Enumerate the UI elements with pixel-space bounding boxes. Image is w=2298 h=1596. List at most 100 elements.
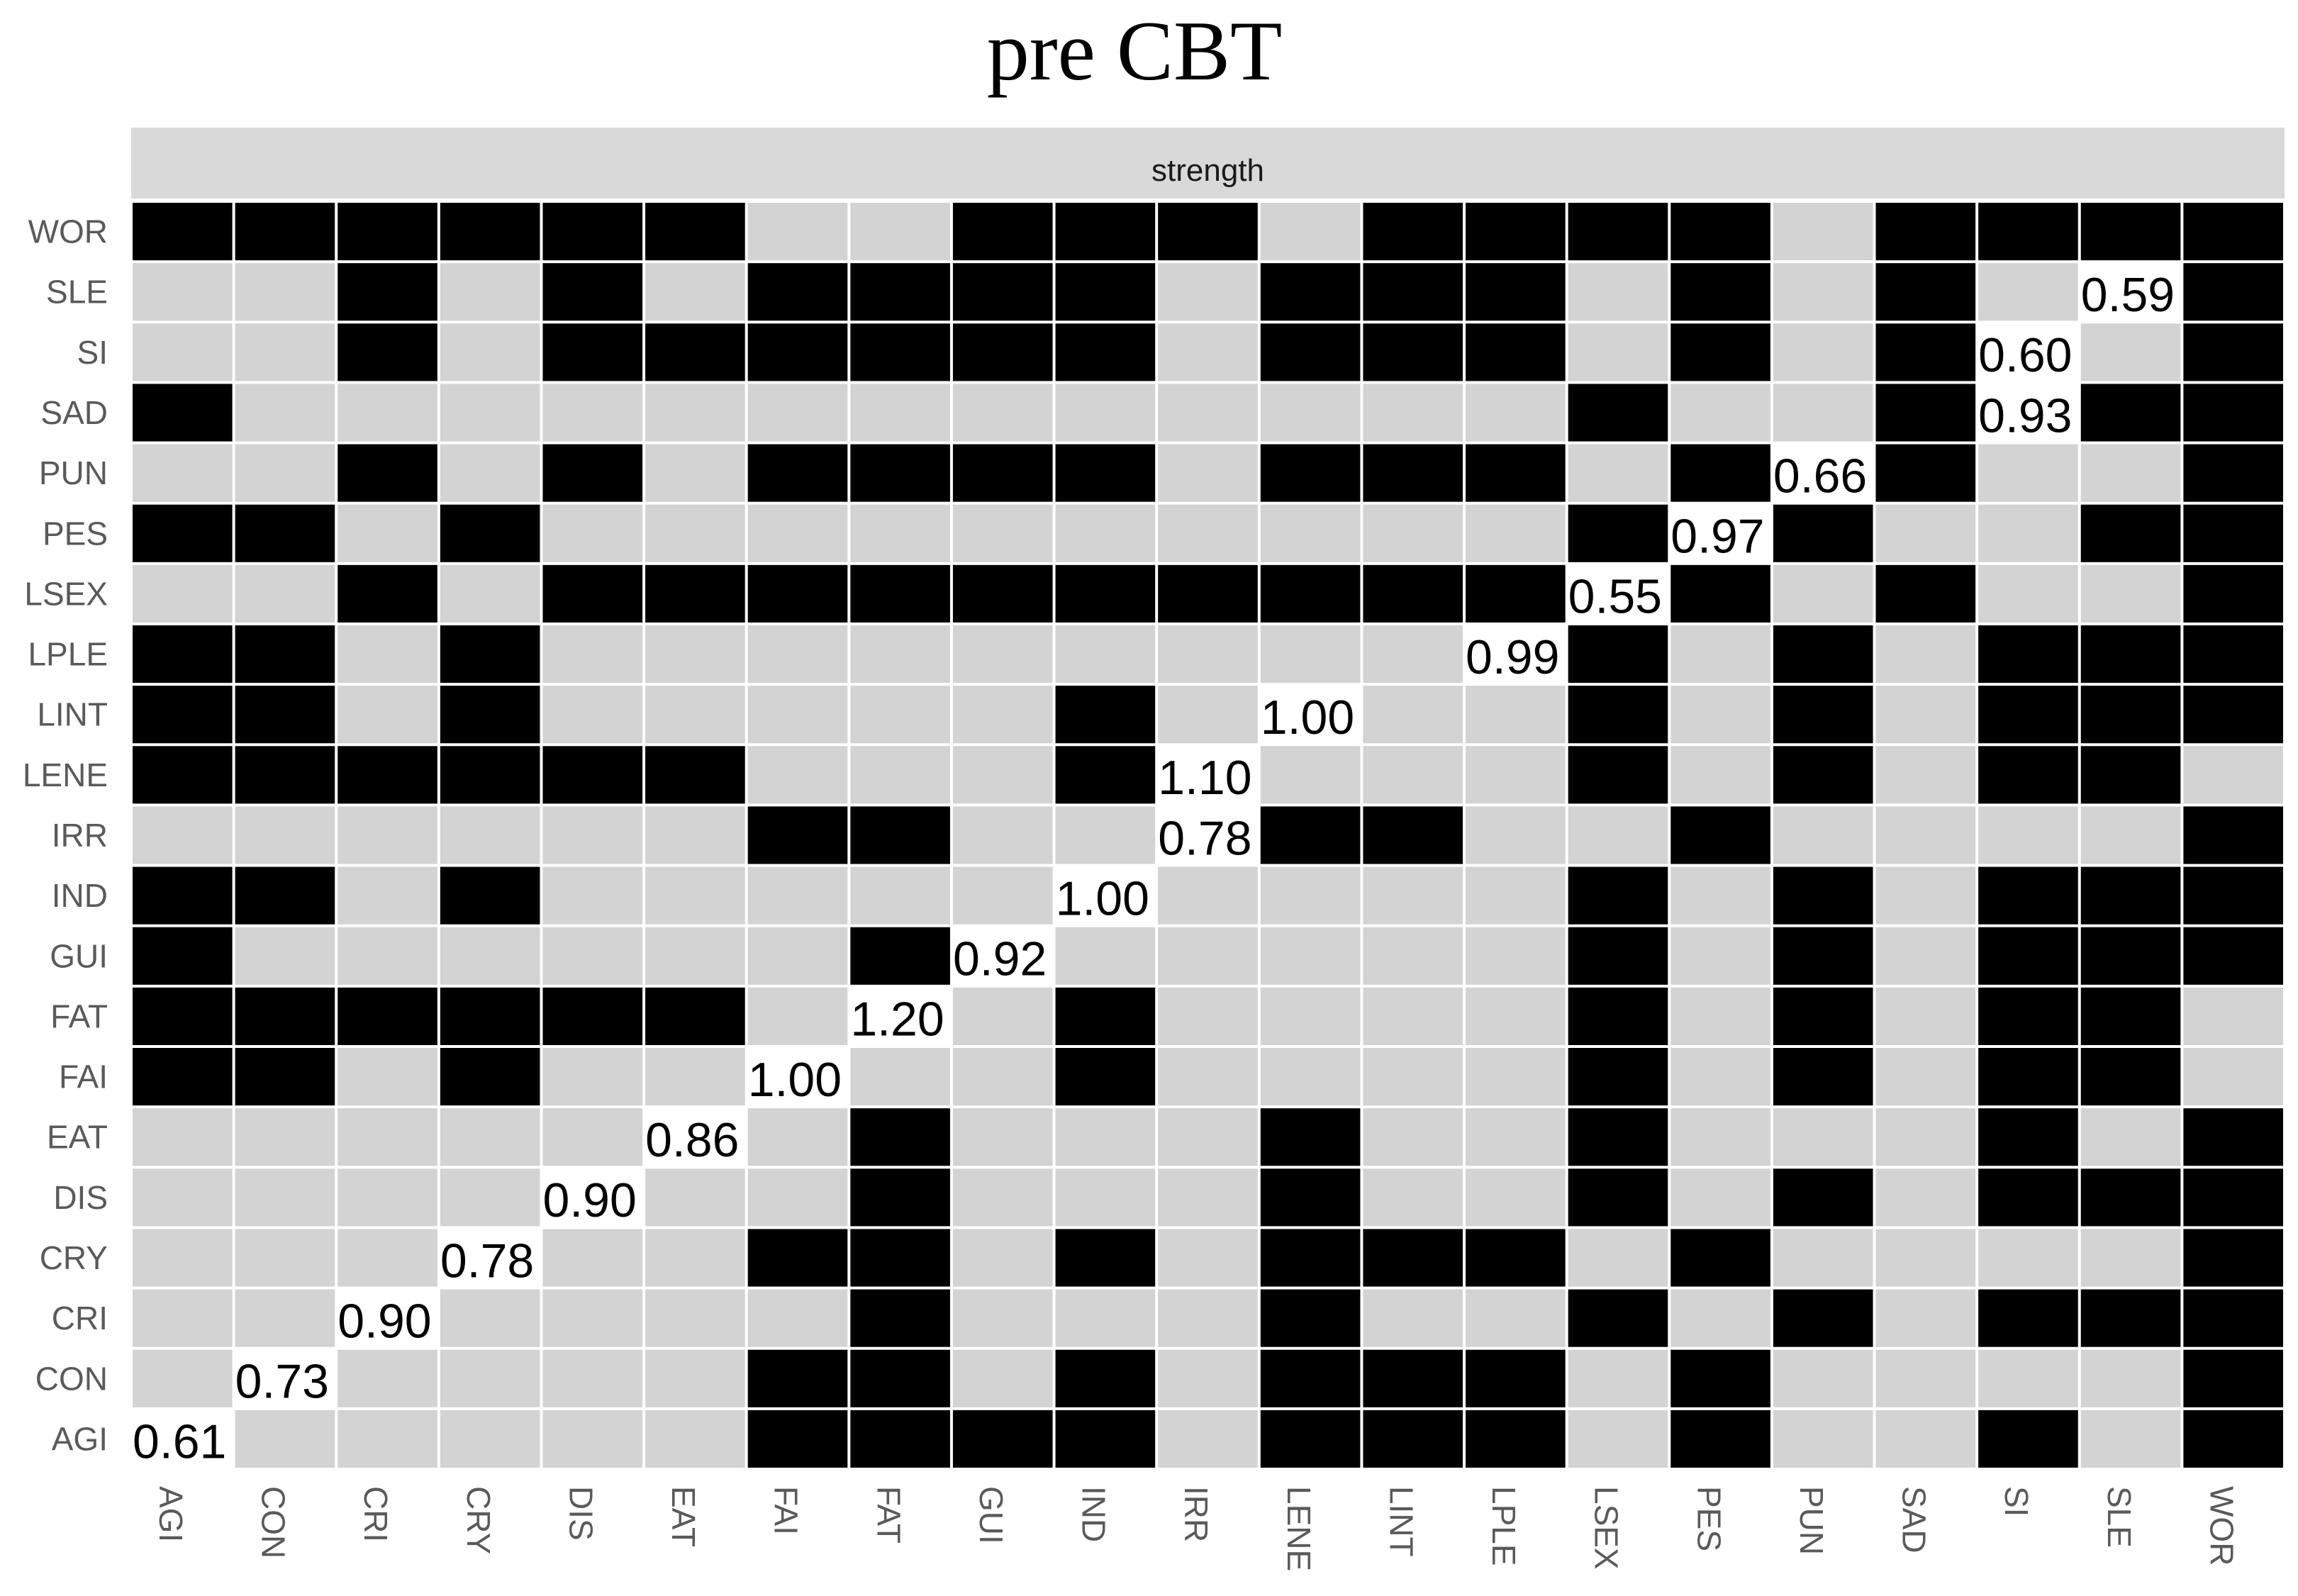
heatmap-cell-FAI-DIS — [542, 1048, 643, 1106]
heatmap-cell-IND-PES — [1670, 866, 1770, 925]
heatmap-cell-FAI-WOR — [2183, 1048, 2283, 1106]
heatmap-cell-CON-LINT — [1363, 1349, 1463, 1407]
heatmap-cell-EAT-SAD — [1875, 1108, 1976, 1166]
heatmap-cell-CRI-LPLE — [1466, 1289, 1566, 1347]
heatmap-cell-SLE-PUN — [1773, 263, 1873, 321]
heatmap-cell-CON-GUI — [952, 1349, 1053, 1407]
heatmap-cell-PUN-IRR — [1158, 444, 1258, 502]
heatmap-cell-GUI-FAT — [850, 927, 950, 985]
heatmap-cell-EAT-DIS — [542, 1108, 643, 1166]
facet-strip-label: strength — [1151, 153, 1264, 188]
x-tick-label-LPLE: LPLE — [1485, 1486, 1522, 1566]
heatmap-cell-SLE-FAI — [747, 263, 848, 321]
heatmap-cell-PUN-FAT — [850, 444, 950, 502]
heatmap-cell-FAT-DIS — [542, 987, 643, 1045]
heatmap-cell-LINT-SI — [1978, 686, 2078, 744]
heatmap-cell-SI-WOR — [2183, 323, 2283, 381]
chart-title: pre CBT — [987, 4, 1283, 98]
heatmap-cell-IND-CON — [235, 866, 335, 925]
heatmap-cell-CON-LSEX — [1568, 1349, 1668, 1407]
heatmap-cell-LSEX-SLE — [2080, 564, 2181, 623]
heatmap-cell-FAI-IRR — [1158, 1048, 1258, 1106]
heatmap-cell-SLE-AGI — [133, 263, 233, 321]
heatmap-cell-LSEX-CRY — [440, 564, 540, 623]
heatmap-cell-LINT-WOR — [2183, 686, 2283, 744]
heatmap-cell-PES-SI — [1978, 504, 2078, 562]
heatmap-cell-CRI-PUN — [1773, 1289, 1873, 1347]
heatmap-cell-EAT-EAT — [645, 1108, 745, 1166]
heatmap-cell-FAI-SLE — [2080, 1048, 2181, 1106]
heatmap-cell-LSEX-IRR — [1158, 564, 1258, 623]
heatmap-cell-IND-SAD — [1875, 866, 1976, 925]
heatmap-cell-PES-FAI — [747, 504, 848, 562]
heatmap-cell-LPLE-EAT — [645, 625, 745, 683]
heatmap-cell-GUI-IRR — [1158, 927, 1258, 985]
x-tick-label-AGI: AGI — [152, 1486, 189, 1542]
heatmap-cell-CRY-SAD — [1875, 1229, 1976, 1287]
heatmap-cell-LPLE-GUI — [952, 625, 1053, 683]
heatmap-cell-FAT-SLE — [2080, 987, 2181, 1045]
diagonal-value-labels: 0.590.600.930.660.970.550.991.001.100.78… — [133, 268, 2175, 1469]
heatmap-cell-DIS-LENE — [1260, 1168, 1361, 1227]
heatmap-cell-SLE-LPLE — [1466, 263, 1566, 321]
heatmap-cell-WOR-SAD — [1875, 203, 1976, 261]
heatmap-cell-PES-LSEX — [1568, 504, 1668, 562]
heatmap-cell-WOR-IND — [1055, 203, 1156, 261]
heatmap-cell-LPLE-FAT — [850, 625, 950, 683]
heatmap-cell-GUI-PUN — [1773, 927, 1873, 985]
heatmap-cell-CRY-PES — [1670, 1229, 1770, 1287]
heatmap-cell-EAT-SLE — [2080, 1108, 2181, 1166]
heatmap-cell-GUI-CRI — [338, 927, 437, 985]
heatmap-cell-LINT-EAT — [645, 686, 745, 744]
heatmap-cell-PES-LPLE — [1466, 504, 1566, 562]
heatmap-cell-LPLE-IRR — [1158, 625, 1258, 683]
heatmap-cell-DIS-GUI — [952, 1168, 1053, 1227]
y-tick-label-CRY: CRY — [40, 1239, 108, 1276]
heatmap-cell-IND-EAT — [645, 866, 745, 925]
heatmap-cell-FAT-WOR — [2183, 987, 2283, 1045]
heatmap-cell-AGI-FAI — [747, 1410, 848, 1468]
x-tick-label-SAD: SAD — [1896, 1486, 1933, 1553]
heatmap-cell-LPLE-CON — [235, 625, 335, 683]
heatmap-cell-IND-SI — [1978, 866, 2078, 925]
heatmap-cell-LINT-AGI — [133, 686, 233, 744]
heatmap-cell-SI-AGI — [133, 323, 233, 381]
heatmap-cell-GUI-IND — [1055, 927, 1156, 985]
diagonal-value-LSEX: 0.55 — [1568, 570, 1662, 624]
diagonal-value-CRY: 0.78 — [440, 1234, 534, 1288]
heatmap-cell-IND-FAI — [747, 866, 848, 925]
heatmap-cell-SLE-CRI — [338, 263, 437, 321]
heatmap-cell-LINT-FAI — [747, 686, 848, 744]
y-tick-label-FAT: FAT — [50, 998, 108, 1034]
heatmap-cell-IRR-EAT — [645, 806, 745, 864]
y-tick-label-DIS: DIS — [53, 1179, 108, 1216]
heatmap-cell-PES-SLE — [2080, 504, 2181, 562]
heatmap-cell-IRR-PUN — [1773, 806, 1873, 864]
heatmap-cell-LPLE-WOR — [2183, 625, 2283, 683]
diagonal-value-DIS: 0.90 — [542, 1173, 636, 1227]
heatmap-cell-EAT-LPLE — [1466, 1108, 1566, 1166]
heatmap-cell-LPLE-PUN — [1773, 625, 1873, 683]
heatmap-cell-FAT-LSEX — [1568, 987, 1668, 1045]
diagonal-value-LPLE: 0.99 — [1466, 630, 1559, 684]
heatmap-cells — [133, 203, 2283, 1468]
diagonal-value-SI: 0.60 — [1978, 328, 2072, 382]
heatmap-cell-AGI-IND — [1055, 1410, 1156, 1468]
y-tick-label-GUI: GUI — [50, 937, 108, 974]
heatmap-cell-LENE-CON — [235, 746, 335, 804]
heatmap-cell-AGI-SAD — [1875, 1410, 1976, 1468]
heatmap-cell-CON-PUN — [1773, 1349, 1873, 1407]
heatmap-cell-SAD-IRR — [1158, 384, 1258, 442]
facet-strip: strength — [131, 128, 2285, 199]
heatmap-cell-WOR-GUI — [952, 203, 1053, 261]
heatmap-cell-FAI-LPLE — [1466, 1048, 1566, 1106]
heatmap-cell-EAT-GUI — [952, 1108, 1053, 1166]
heatmap-cell-CON-WOR — [2183, 1349, 2283, 1407]
heatmap-cell-IRR-FAI — [747, 806, 848, 864]
heatmap-cell-LSEX-LENE — [1260, 564, 1361, 623]
heatmap-cell-CRY-CRY — [440, 1229, 540, 1287]
heatmap-cell-FAT-PES — [1670, 987, 1770, 1045]
heatmap-cell-PES-FAT — [850, 504, 950, 562]
heatmap-cell-IRR-CRY — [440, 806, 540, 864]
